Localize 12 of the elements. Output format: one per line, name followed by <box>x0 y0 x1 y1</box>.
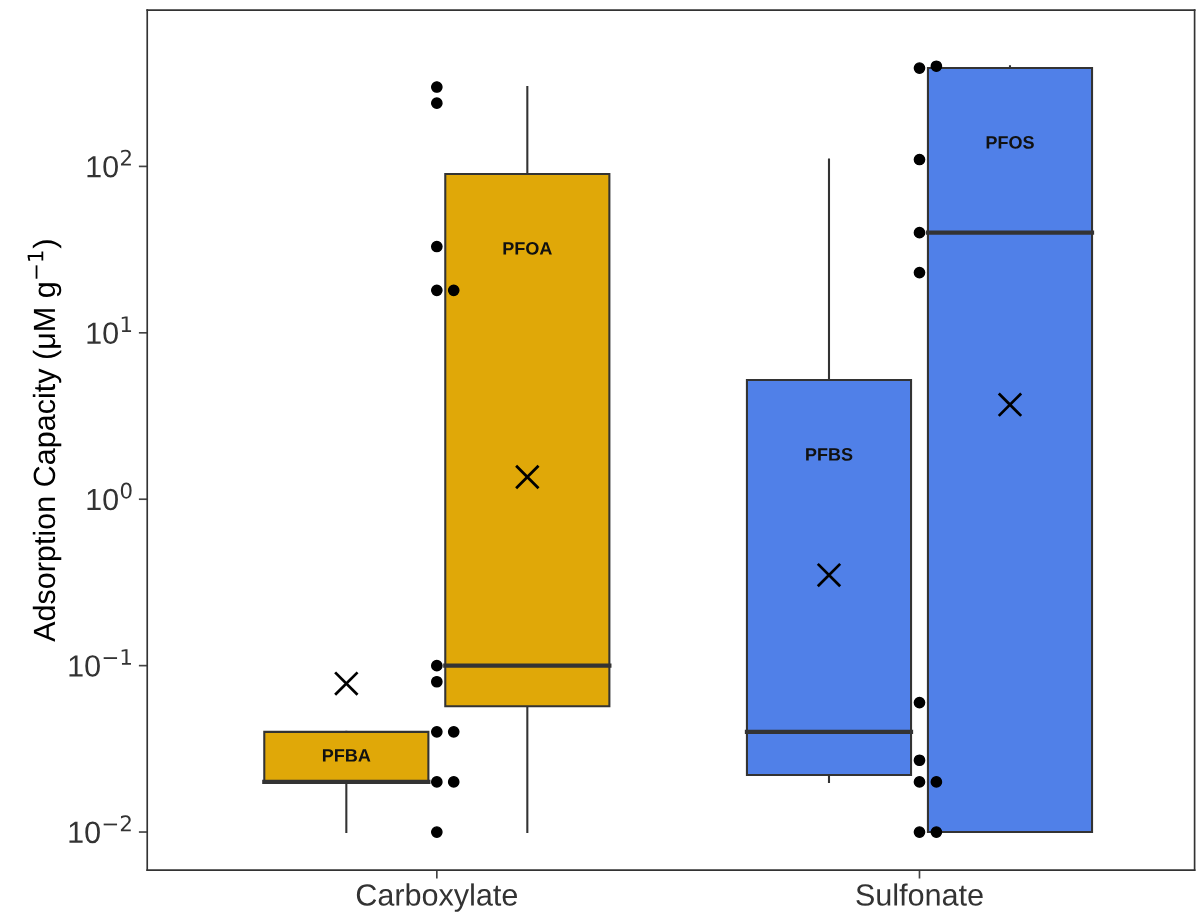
y-tick-label: 10$^{−2}$ <box>69 815 131 844</box>
y-tick-label: 10$^{1}$ <box>87 316 132 344</box>
annotation: PFOA <box>503 241 552 255</box>
annotation: PFBA <box>322 749 371 762</box>
annotation: PFBS <box>806 448 853 461</box>
annotation: PFOS <box>986 135 1034 149</box>
y-tick-label: 10$^{0}$ <box>87 482 132 511</box>
x-tick-label: Carboxylate <box>356 883 517 912</box>
y-tick-label: 10$^{2}$ <box>87 149 131 178</box>
y-tick-label: 10$^{−1}$ <box>69 649 131 677</box>
x-tick-label: Sulfonate <box>856 883 983 906</box>
y-axis-title: Adsorption Capacity (μM g$^{−1}$) <box>27 240 62 642</box>
